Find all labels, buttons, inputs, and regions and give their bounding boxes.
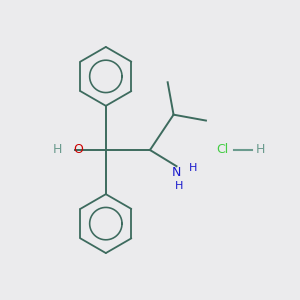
Text: O: O [73,143,83,157]
Text: H: H [53,143,62,157]
Text: Cl: Cl [216,143,228,157]
Text: H: H [188,163,197,173]
Text: H: H [256,143,266,157]
Text: N: N [172,166,181,178]
Text: H: H [175,181,184,191]
